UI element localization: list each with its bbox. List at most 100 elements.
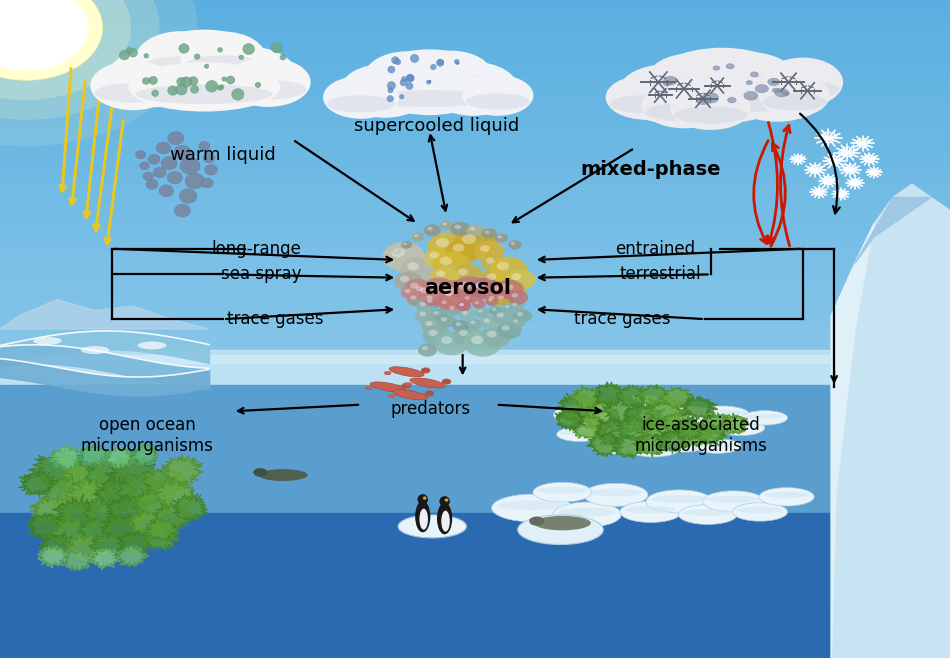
Polygon shape	[595, 417, 633, 447]
Ellipse shape	[428, 62, 519, 116]
Ellipse shape	[388, 82, 395, 89]
Bar	[0, 307, 950, 309]
Bar	[0, 625, 950, 627]
Bar	[0, 169, 950, 171]
Ellipse shape	[410, 283, 419, 289]
Bar	[0, 296, 950, 298]
Ellipse shape	[415, 284, 440, 301]
Bar	[0, 191, 950, 193]
Ellipse shape	[226, 76, 235, 84]
Ellipse shape	[446, 292, 451, 296]
Polygon shape	[658, 387, 693, 409]
Bar	[0, 502, 950, 505]
Ellipse shape	[411, 283, 434, 299]
Bar	[0, 22, 950, 24]
Ellipse shape	[694, 406, 750, 423]
Bar	[0, 103, 950, 105]
Bar	[0, 81, 950, 84]
Ellipse shape	[221, 77, 226, 82]
Bar	[0, 298, 950, 301]
Bar	[0, 252, 950, 255]
Ellipse shape	[423, 293, 442, 306]
Ellipse shape	[218, 47, 222, 52]
Bar	[0, 557, 950, 559]
Ellipse shape	[503, 303, 516, 313]
Ellipse shape	[427, 281, 447, 295]
Ellipse shape	[238, 55, 243, 60]
Bar	[0, 51, 950, 53]
Bar	[0, 250, 950, 252]
Ellipse shape	[622, 91, 708, 114]
Bar	[0, 278, 950, 281]
Ellipse shape	[583, 483, 648, 507]
Bar	[0, 176, 950, 178]
Text: mixed-phase: mixed-phase	[580, 161, 721, 179]
Polygon shape	[105, 493, 150, 528]
Polygon shape	[569, 385, 605, 411]
Polygon shape	[694, 423, 728, 446]
Bar	[0, 441, 950, 443]
Bar	[0, 526, 950, 528]
Ellipse shape	[421, 367, 430, 374]
Ellipse shape	[459, 309, 476, 320]
Ellipse shape	[400, 95, 404, 99]
Ellipse shape	[484, 318, 489, 322]
Bar	[0, 189, 950, 191]
Bar	[0, 538, 950, 540]
Ellipse shape	[717, 420, 765, 436]
Ellipse shape	[417, 494, 428, 505]
Ellipse shape	[428, 232, 469, 261]
Ellipse shape	[694, 439, 741, 453]
Polygon shape	[141, 465, 188, 497]
Polygon shape	[42, 474, 88, 509]
Ellipse shape	[456, 322, 461, 326]
Ellipse shape	[762, 93, 826, 111]
Bar	[0, 492, 950, 494]
Bar	[0, 136, 950, 138]
Ellipse shape	[403, 242, 407, 245]
Bar	[0, 410, 950, 413]
Bar	[0, 24, 950, 26]
Bar	[0, 456, 950, 459]
Bar	[0, 13, 950, 15]
Ellipse shape	[606, 75, 686, 120]
Polygon shape	[65, 478, 116, 515]
Ellipse shape	[120, 51, 129, 60]
Ellipse shape	[253, 468, 268, 476]
Bar	[0, 524, 950, 526]
Bar	[0, 64, 950, 66]
Polygon shape	[130, 488, 174, 519]
Bar	[0, 5, 950, 7]
Ellipse shape	[472, 299, 485, 309]
Bar	[0, 193, 950, 195]
Ellipse shape	[433, 280, 475, 309]
Ellipse shape	[388, 88, 393, 93]
Bar	[0, 340, 950, 342]
Bar	[0, 347, 950, 349]
Ellipse shape	[445, 499, 448, 502]
Bar	[0, 245, 950, 248]
Ellipse shape	[135, 30, 274, 109]
Ellipse shape	[323, 76, 399, 118]
Bar	[0, 33, 950, 35]
Bar	[0, 542, 950, 544]
Bar	[0, 213, 950, 215]
Bar	[0, 434, 950, 436]
Bar	[0, 232, 950, 235]
Bar	[0, 70, 950, 72]
Bar	[0, 255, 950, 257]
Ellipse shape	[478, 309, 483, 313]
Ellipse shape	[728, 97, 736, 103]
Ellipse shape	[484, 230, 489, 234]
Ellipse shape	[189, 76, 198, 86]
Ellipse shape	[442, 301, 446, 304]
Ellipse shape	[453, 228, 497, 259]
Ellipse shape	[492, 494, 572, 522]
Bar	[0, 224, 950, 226]
Ellipse shape	[420, 302, 426, 306]
Bar	[0, 153, 950, 156]
Bar	[0, 92, 950, 94]
Ellipse shape	[683, 421, 732, 437]
Ellipse shape	[475, 282, 485, 289]
Ellipse shape	[683, 509, 732, 516]
